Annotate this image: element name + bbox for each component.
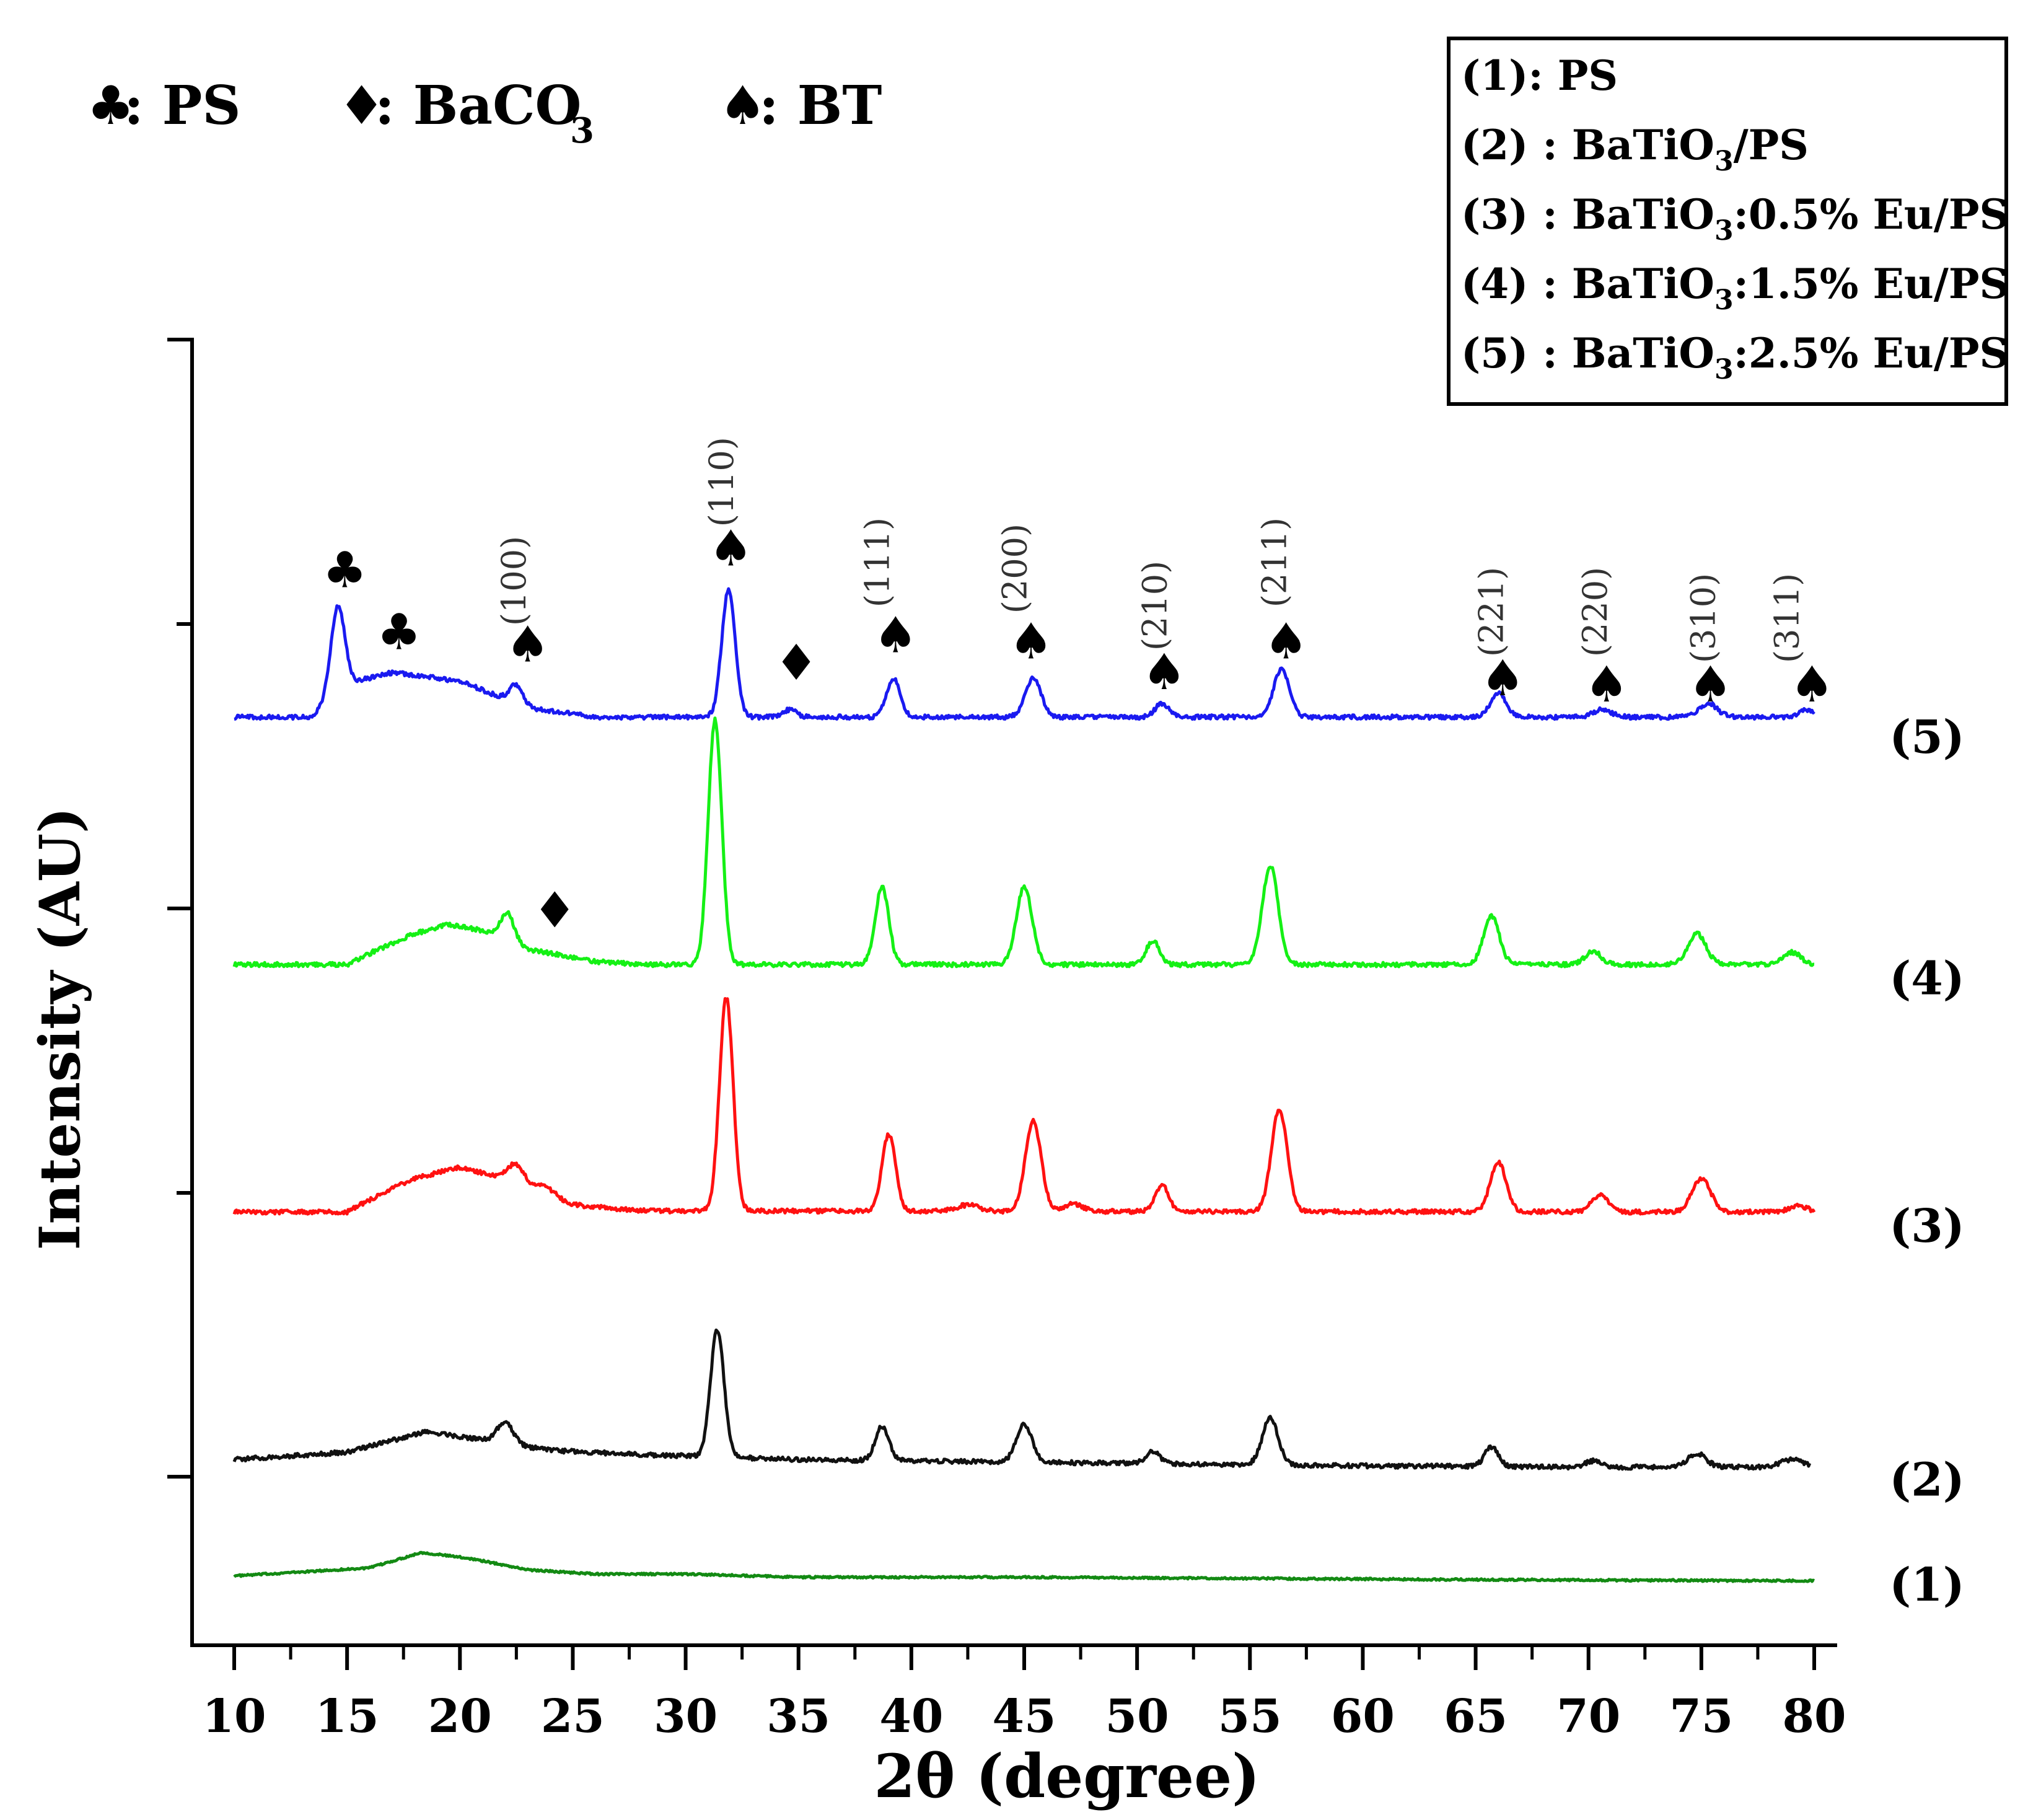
- phase-marker: ♦: [774, 634, 819, 692]
- sample-legend-entry: (1): PS: [1461, 51, 1618, 100]
- phase-marker: ♠: [1264, 612, 1309, 670]
- x-tick-label: 25: [541, 1690, 605, 1743]
- phase-marker: ♣: [377, 603, 421, 661]
- phase-marker: ♣: [323, 541, 367, 599]
- phase-marker: ♠: [1142, 643, 1187, 701]
- phase-markers: ♣♣ ♠ ♦ ♠ ♠ ♠ ♠ ♠ ♠ ♠ ♠ ♠ ♦: [323, 519, 1835, 939]
- phase-legend-baco3-symbol: ♦: [338, 74, 385, 137]
- phase-marker: ♦: [532, 882, 577, 939]
- hkl-label: (110): [702, 437, 741, 527]
- series-labels: (1) (2) (3) (4) (5): [1889, 711, 1965, 1612]
- phase-marker: ♠: [1688, 656, 1733, 713]
- x-axis-title: 2θ (degree): [874, 1741, 1260, 1811]
- phase-marker: ♠: [873, 606, 918, 664]
- sample-legend-rows: (1): PS (2) : BaTiO3/PS (3) : BaTiO3:0.5% …: [1461, 51, 2009, 385]
- phase-marker: ♠: [1789, 656, 1834, 713]
- phase-legend-ps-symbol: ♣: [87, 74, 134, 137]
- sample-legend-entry: (2) : BaTiO3/PS: [1461, 121, 1809, 177]
- x-tick-label: 30: [654, 1690, 718, 1743]
- phase-legend-ps-label: : PS: [124, 74, 240, 137]
- x-ticks: 10 15 20 25 30 35 40 45 50 55 60 65 70 75 80: [203, 1645, 1846, 1743]
- x-tick-label: 45: [993, 1690, 1056, 1743]
- phase-marker: ♠: [709, 519, 753, 577]
- series-line-2: [232, 1328, 1812, 1471]
- x-tick-label: 55: [1218, 1690, 1282, 1743]
- x-tick-label: 75: [1669, 1690, 1733, 1743]
- hkl-label: (210): [1136, 561, 1175, 651]
- x-tick-label: 65: [1444, 1690, 1508, 1743]
- x-tick-label: 10: [203, 1690, 266, 1743]
- x-tick-label: 80: [1783, 1690, 1846, 1743]
- x-tick-label: 50: [1105, 1690, 1169, 1743]
- sample-legend-frame: [1447, 37, 2008, 406]
- phase-legend-bt-symbol: ♠: [719, 74, 766, 137]
- hkl-label: (311): [1768, 573, 1807, 663]
- x-tick-label: 35: [766, 1690, 830, 1743]
- phase-marker: ♠: [1584, 656, 1629, 713]
- x-tick-label: 70: [1556, 1690, 1620, 1743]
- hkl-labels: (100) (110) (111) (200) (210) (211) (221) (220)…: [494, 437, 1807, 663]
- hkl-label: (200): [996, 524, 1035, 613]
- phase-legend-bt-label: : BT: [759, 74, 882, 137]
- series-label-2: (2): [1889, 1453, 1965, 1506]
- x-tick-label: 15: [315, 1690, 379, 1743]
- hkl-label: (100): [494, 536, 533, 626]
- series-line-4: [232, 716, 1815, 969]
- hkl-label: (111): [858, 517, 897, 607]
- hkl-label: (221): [1472, 567, 1511, 657]
- sample-legend: (1): PS (2) : BaTiO3/PS (3) : BaTiO3:0.5% …: [1447, 37, 2009, 406]
- series-line-1: [233, 1550, 1815, 1583]
- series-label-3: (3): [1889, 1200, 1965, 1253]
- phase-legend: ♣ : PS ♦ : BaCO 3 ♠ : BT: [87, 74, 882, 151]
- phase-legend-baco3-label: : BaCO: [375, 74, 581, 137]
- phase-legend-baco3-subscript: 3: [570, 110, 594, 151]
- sample-legend-entry: (4) : BaTiO3:1.5% Eu/PS: [1461, 260, 2009, 316]
- y-axis-title: Intensity (AU): [27, 807, 93, 1250]
- series-label-1: (1): [1889, 1558, 1965, 1612]
- series-line-3: [232, 997, 1816, 1216]
- hkl-label: (211): [1255, 517, 1294, 607]
- series-group: [232, 587, 1816, 1583]
- hkl-label: (220): [1576, 567, 1615, 657]
- x-tick-label: 60: [1331, 1690, 1395, 1743]
- axes: 10 15 20 25 30 35 40 45 50 55 60 65 70 75 80: [167, 338, 1846, 1743]
- x-tick-label: 20: [428, 1690, 492, 1743]
- phase-marker: ♠: [1009, 612, 1053, 670]
- series-label-4: (4): [1889, 952, 1965, 1006]
- phase-marker: ♠: [1480, 649, 1525, 707]
- phase-marker: ♠: [506, 615, 550, 673]
- sample-legend-entry: (3) : BaTiO3:0.5% Eu/PS: [1461, 190, 2009, 247]
- series-label-5: (5): [1889, 711, 1965, 764]
- sample-legend-entry: (5) : BaTiO3:2.5% Eu/PS: [1461, 329, 2009, 385]
- hkl-label: (310): [1684, 573, 1723, 663]
- x-tick-label: 40: [879, 1690, 943, 1743]
- series-line-5: [234, 587, 1815, 721]
